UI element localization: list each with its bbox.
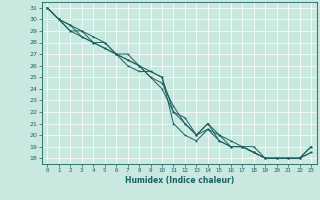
X-axis label: Humidex (Indice chaleur): Humidex (Indice chaleur) <box>124 176 234 185</box>
